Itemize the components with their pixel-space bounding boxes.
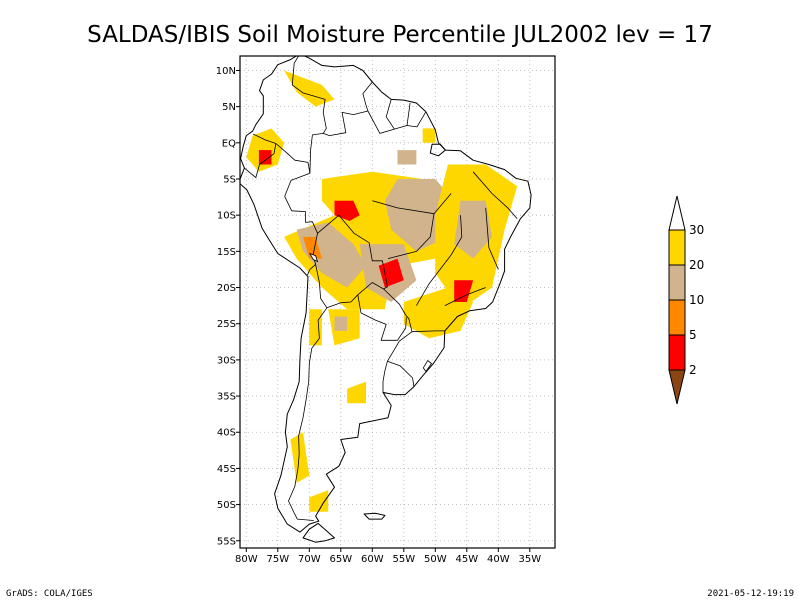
lon-tick-label: 55W	[392, 554, 415, 565]
coastline-tierra-del-fuego	[302, 522, 335, 543]
lon-tick-label: 70W	[298, 554, 321, 565]
colorbar-top-triangle	[668, 195, 686, 231]
colorbar-level-label: 30	[689, 223, 704, 237]
percentile-region	[347, 381, 366, 404]
colorbar-level-label: 20	[689, 258, 704, 272]
lat-tick-label: 45S	[217, 464, 236, 475]
percentile-region	[303, 236, 322, 259]
border-northern-brazil	[284, 110, 427, 387]
grid-lines	[240, 56, 555, 548]
percentile-region	[309, 309, 322, 346]
lat-tick-label: 35S	[217, 392, 236, 403]
lat-tick-label: 5N	[222, 102, 236, 113]
percentile-fill-layer	[246, 70, 518, 512]
percentile-region	[284, 70, 335, 107]
percentile-region	[454, 200, 492, 259]
boundary-layer	[240, 56, 532, 543]
lat-tick-label: EQ	[222, 138, 236, 149]
percentile-region	[397, 150, 417, 165]
border-guyana-suriname	[385, 99, 395, 130]
border-argentina-uruguay	[382, 361, 388, 393]
percentile-region	[309, 490, 329, 512]
lon-tick-label: 45W	[455, 554, 478, 565]
border-brazil-states-2	[387, 213, 435, 259]
colorbar-legend: 2 5 10 20 30	[668, 195, 704, 405]
colorbar-level-label: 2	[689, 363, 697, 377]
plot-frame	[239, 55, 556, 549]
colorbar-segment	[668, 264, 686, 301]
percentile-region	[258, 150, 272, 165]
lat-tick-label: 10S	[217, 211, 236, 222]
footer-timestamp: 2021-05-12-19:19	[707, 589, 794, 599]
colorbar-bottom-triangle	[668, 369, 686, 405]
percentile-region	[290, 432, 310, 483]
border-suriname-fguiana	[406, 102, 411, 126]
lat-tick-label: 40S	[217, 428, 236, 439]
lon-tick-label: 60W	[361, 554, 384, 565]
colorbar-level-label: 10	[689, 293, 704, 307]
border-colombia-ecuador-peru	[253, 133, 311, 174]
plot-area	[239, 55, 556, 549]
border-brazil-states-1	[372, 193, 452, 215]
border-brazil-states-7	[411, 330, 445, 333]
lat-tick-label: 55S	[217, 536, 236, 547]
lat-tick-label: 50S	[217, 500, 236, 511]
lake-laguna-dos-patos	[422, 360, 433, 373]
colorbar-segment	[668, 229, 686, 266]
lon-tick-label: 65W	[329, 554, 352, 565]
border-brazil-states-4	[472, 171, 518, 220]
border-ecuador-peru	[244, 143, 277, 179]
lat-tick-label: 5S	[223, 175, 236, 186]
colorbar-level-label: 5	[689, 328, 697, 342]
lon-tick-label: 75W	[266, 554, 289, 565]
lake-lake-titicaca	[309, 252, 319, 263]
border-brazil-states-3	[416, 215, 463, 306]
percentile-region	[378, 258, 404, 288]
lat-tick-label: 10N	[216, 66, 236, 77]
lat-tick-label: 20S	[217, 283, 236, 294]
lat-tick-label: 15S	[217, 247, 236, 258]
lon-tick-label: 50W	[424, 554, 447, 565]
colorbar-segment	[668, 334, 686, 371]
border-brazil-states-6	[444, 287, 486, 306]
coastline-falklands	[363, 512, 386, 520]
border-paraguay	[357, 294, 407, 341]
lon-tick-label: 80W	[235, 554, 258, 565]
lat-tick-label: 30S	[217, 355, 236, 366]
border-chile-argentina	[288, 307, 328, 521]
percentile-region	[422, 128, 436, 143]
border-colombia-venezuela	[291, 56, 327, 134]
border-bolivia-chile-argentina	[315, 264, 384, 309]
border-brazil-states-5	[485, 207, 499, 270]
lat-tick-label: 25S	[217, 319, 236, 330]
percentile-region	[454, 280, 474, 302]
coastline-marajo	[429, 143, 446, 157]
map-title: SALDAS/IBIS Soil Moisture Percentile JUL…	[87, 22, 713, 48]
footer-credit: GrADS: COLA/IGES	[6, 589, 93, 599]
latitude-axis: 10N 5N EQ 5S 10S 15S 20S 25S 30S 35S 40S 45S 50S 55S	[216, 66, 240, 547]
percentile-region	[334, 316, 348, 331]
lon-tick-label: 40W	[487, 554, 510, 565]
lon-tick-label: 35W	[518, 554, 541, 565]
coastline-south-america	[240, 56, 532, 533]
border-venezuela-guyana	[362, 81, 373, 112]
longitude-axis: 80W 75W 70W 65W 60W 55W 50W 45W 40W 35W	[235, 548, 541, 565]
colorbar-segment	[668, 299, 686, 336]
